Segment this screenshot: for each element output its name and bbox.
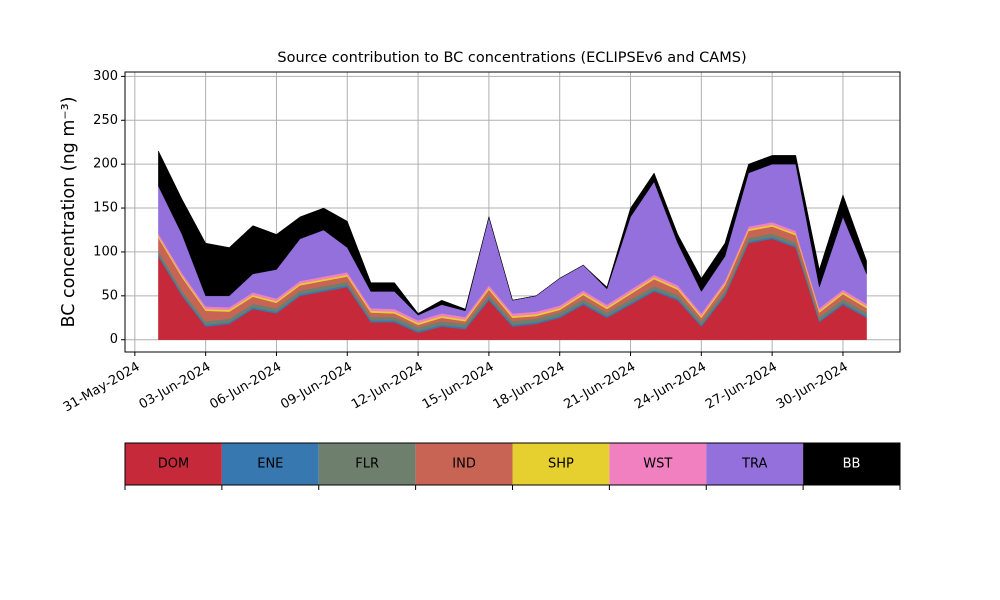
- x-tick-label: 31-May-2024: [61, 360, 143, 416]
- area: [158, 150, 867, 316]
- y-tick-label: 300: [93, 69, 118, 84]
- legend-swatch: [512, 443, 610, 485]
- x-tick-label: 24-Jun-2024: [632, 360, 709, 413]
- legend-swatch: [415, 443, 513, 485]
- y-tick-label: 0: [110, 332, 118, 347]
- x-tick-label: 30-Jun-2024: [774, 360, 851, 413]
- chart-title: Source contribution to BC concentrations…: [277, 50, 746, 66]
- x-tick-label: 09-Jun-2024: [278, 360, 355, 413]
- y-tick-label: 250: [93, 113, 118, 128]
- legend-label: WST: [643, 457, 672, 472]
- y-tick-label: 150: [93, 201, 118, 216]
- x-tick-label: 12-Jun-2024: [349, 360, 426, 413]
- x-tick-label: 18-Jun-2024: [491, 360, 568, 413]
- legend-swatch: [318, 443, 416, 485]
- y-axis-label: BC concentration (ng m⁻³): [59, 97, 79, 328]
- legend-swatch: [609, 443, 707, 485]
- legend-label: FLR: [355, 457, 379, 472]
- legend-label: ENE: [257, 457, 283, 472]
- legend-frame: [124, 442, 901, 486]
- x-tick-label: 03-Jun-2024: [137, 360, 214, 413]
- y-tick-label: 100: [93, 244, 118, 259]
- legend-swatch: [221, 443, 319, 485]
- x-tick-label: 21-Jun-2024: [561, 360, 638, 413]
- legend-label: IND: [452, 457, 476, 472]
- plot-frame: [124, 71, 901, 353]
- x-tick-label: 15-Jun-2024: [420, 360, 497, 413]
- legend-swatch: [803, 443, 900, 485]
- legend-label: DOM: [158, 457, 189, 472]
- legend-swatch: [706, 443, 804, 485]
- legend-label: SHP: [548, 457, 574, 472]
- legend-label: TRA: [741, 457, 767, 472]
- x-tick-label: 06-Jun-2024: [207, 360, 284, 413]
- x-tick-label: 27-Jun-2024: [703, 360, 780, 413]
- y-tick-label: 50: [101, 288, 118, 303]
- legend-swatch: [125, 443, 222, 485]
- y-tick-label: 200: [93, 157, 118, 172]
- legend-label: BB: [843, 457, 861, 472]
